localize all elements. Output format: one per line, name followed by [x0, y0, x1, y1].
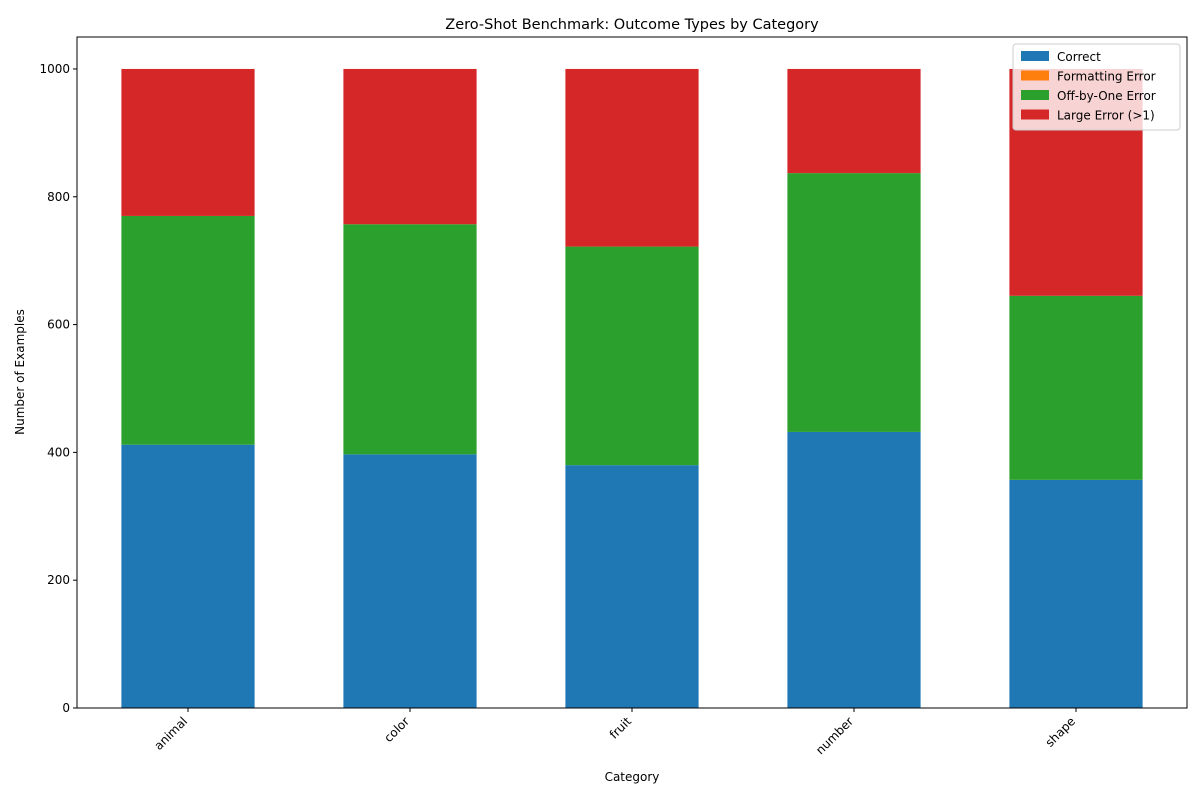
legend-label-2: Off-by-One Error — [1057, 89, 1156, 103]
bar-color-series-0 — [343, 454, 477, 708]
y-axis-label: Number of Examples — [13, 309, 27, 435]
bar-number-series-2 — [787, 173, 921, 432]
x-axis-label: Category — [605, 770, 660, 784]
x-tick-label-animal: animal — [151, 714, 190, 753]
bar-color-series-3 — [343, 68, 477, 225]
y-tick-label: 400 — [47, 445, 70, 459]
bar-animal-series-0 — [121, 444, 255, 708]
bar-shape-series-2 — [1009, 295, 1143, 480]
chart-title: Zero-Shot Benchmark: Outcome Types by Ca… — [445, 17, 819, 33]
legend-swatch-1 — [1021, 70, 1049, 81]
y-tick-label: 200 — [47, 573, 70, 587]
bars-layer — [121, 68, 1143, 708]
x-tick-label-shape: shape — [1043, 714, 1079, 750]
x-tick-label-fruit: fruit — [607, 714, 635, 742]
legend-label-3: Large Error (>1) — [1057, 109, 1155, 123]
bar-number-series-3 — [787, 68, 921, 174]
legend-swatch-3 — [1021, 109, 1049, 120]
legend-box — [1012, 43, 1181, 131]
bar-fruit-series-0 — [565, 465, 699, 708]
y-tick-label: 1000 — [39, 62, 70, 76]
bar-fruit-series-2 — [565, 246, 699, 466]
bar-animal-series-2 — [121, 215, 255, 445]
y-tick-label: 800 — [47, 190, 70, 204]
bar-color-series-2 — [343, 224, 477, 455]
x-tick-label-number: number — [813, 714, 856, 757]
legend: Correct Formatting Error Off-by-One Error L… — [1012, 43, 1181, 131]
legend-label-1: Formatting Error — [1057, 70, 1156, 84]
legend-swatch-0 — [1021, 51, 1049, 61]
y-tick-label: 0 — [62, 701, 70, 715]
legend-swatch-2 — [1021, 90, 1049, 100]
legend-label-0: Correct — [1057, 50, 1101, 64]
y-tick-label: 600 — [47, 318, 70, 332]
bar-shape-series-0 — [1009, 479, 1143, 708]
x-tick-label-color: color — [381, 714, 412, 745]
bar-fruit-series-3 — [565, 68, 699, 247]
bar-animal-series-3 — [121, 68, 255, 216]
bar-number-series-0 — [787, 431, 921, 708]
